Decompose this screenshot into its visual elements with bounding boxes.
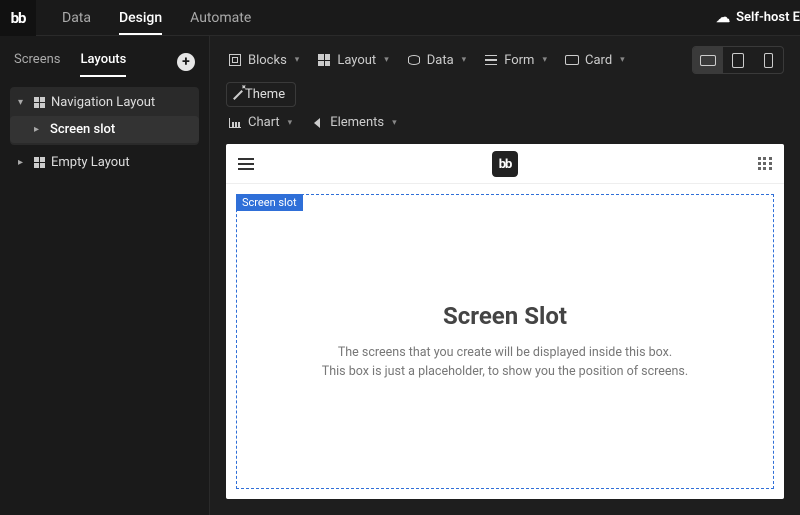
caret-down-icon: ▾ — [288, 118, 293, 128]
tab-design[interactable]: Design — [105, 0, 176, 35]
form-icon — [484, 53, 498, 67]
toolbar-elements[interactable]: Elements ▾ — [308, 111, 398, 134]
hamburger-menu[interactable] — [238, 158, 254, 170]
slot-description: The screens that you create will be disp… — [322, 344, 688, 382]
tree-item-label: Empty Layout — [51, 155, 130, 170]
database-icon — [407, 53, 421, 67]
left-tab-screens[interactable]: Screens — [14, 46, 60, 77]
caret-down-icon: ▾ — [295, 55, 300, 65]
toolbar-label: Form — [504, 53, 534, 68]
device-desktop[interactable] — [693, 47, 723, 73]
preview-header: bb — [226, 144, 784, 184]
toolbar-data[interactable]: Data ▾ — [405, 49, 468, 72]
theme-button[interactable]: Theme — [226, 82, 296, 107]
chevron-right-icon: ▸ — [34, 124, 44, 135]
canvas-wrap: bb Screen slot Screen Slot The screens t… — [210, 144, 800, 515]
top-bar: bb Data Design Automate ☁ Self-host E — [0, 0, 800, 36]
desktop-icon — [700, 55, 716, 66]
device-mobile[interactable] — [753, 47, 783, 73]
top-tabs: Data Design Automate — [48, 0, 265, 35]
toolbar-label: Elements — [330, 115, 384, 130]
tree-item-empty-layout[interactable]: ▸ Empty Layout — [10, 149, 199, 176]
toolbar-label: Layout — [337, 53, 376, 68]
caret-down-icon: ▾ — [384, 55, 389, 65]
left-panel-tabs: Screens Layouts + — [0, 36, 209, 77]
layout-tree: ▾ Navigation Layout ▸ Screen slot ▸ Empt… — [0, 77, 209, 186]
app-logo[interactable]: bb — [0, 0, 36, 36]
toolbar-blocks[interactable]: Blocks ▾ — [226, 49, 301, 72]
toolbar-label: Card — [585, 53, 612, 68]
theme-label: Theme — [245, 87, 285, 102]
tree-item-navigation-layout[interactable]: ▾ Navigation Layout — [10, 89, 199, 116]
tab-automate[interactable]: Automate — [176, 0, 265, 35]
left-tab-layouts[interactable]: Layouts — [80, 46, 126, 77]
design-area: Blocks ▾ Layout ▾ Data ▾ Form ▾ Card — [210, 36, 800, 515]
card-icon — [565, 53, 579, 67]
self-host-label: Self-host E — [736, 10, 800, 25]
toolbar-label: Chart — [248, 115, 280, 130]
preview-canvas: bb Screen slot Screen Slot The screens t… — [226, 144, 784, 499]
slot-title: Screen Slot — [443, 302, 567, 330]
device-tablet[interactable] — [723, 47, 753, 73]
screen-slot-region[interactable]: Screen slot Screen Slot The screens that… — [236, 194, 774, 489]
caret-down-icon: ▾ — [462, 55, 467, 65]
chart-icon — [228, 116, 242, 130]
toolbar-label: Blocks — [248, 53, 287, 68]
component-toolbar: Blocks ▾ Layout ▾ Data ▾ Form ▾ Card — [210, 36, 800, 111]
toolbar-card[interactable]: Card ▾ — [563, 49, 627, 72]
add-layout-button[interactable]: + — [177, 53, 195, 71]
device-preview-group — [692, 46, 784, 74]
layout-icon — [317, 53, 331, 67]
toolbar-layout[interactable]: Layout ▾ — [315, 49, 390, 72]
apps-grid-icon[interactable] — [758, 157, 772, 171]
blocks-icon — [228, 53, 242, 67]
caret-down-icon: ▾ — [542, 55, 547, 65]
toolbar-chart[interactable]: Chart ▾ — [226, 111, 294, 134]
chevron-down-icon: ▾ — [18, 97, 28, 108]
slot-desc-line: This box is just a placeholder, to show … — [322, 363, 688, 382]
tree-item-label: Screen slot — [50, 122, 115, 137]
tree-group-navigation: ▾ Navigation Layout ▸ Screen slot — [10, 87, 199, 145]
tree-item-label: Navigation Layout — [51, 95, 155, 110]
caret-down-icon: ▾ — [392, 118, 397, 128]
screen-slot-placeholder: Screen Slot The screens that you create … — [237, 195, 773, 488]
caret-down-icon: ▾ — [620, 55, 625, 65]
cloud-icon: ☁ — [716, 10, 730, 26]
tablet-icon — [732, 53, 744, 68]
toolbar-form[interactable]: Form ▾ — [482, 49, 549, 72]
main-area: Screens Layouts + ▾ Navigation Layout ▸ … — [0, 36, 800, 515]
elements-icon — [310, 116, 324, 130]
layout-icon — [34, 97, 45, 108]
chevron-right-icon: ▸ — [18, 157, 28, 168]
component-toolbar-row2: Chart ▾ Elements ▾ — [210, 111, 800, 144]
self-host-indicator[interactable]: ☁ Self-host E — [716, 10, 800, 26]
left-panel: Screens Layouts + ▾ Navigation Layout ▸ … — [0, 36, 210, 515]
mobile-icon — [764, 53, 773, 68]
tab-data[interactable]: Data — [48, 0, 105, 35]
wand-icon — [233, 90, 243, 100]
tree-item-screen-slot[interactable]: ▸ Screen slot — [10, 116, 199, 143]
slot-desc-line: The screens that you create will be disp… — [322, 344, 688, 363]
layout-icon — [34, 157, 45, 168]
toolbar-label: Data — [427, 53, 454, 68]
preview-app-logo[interactable]: bb — [492, 151, 518, 177]
